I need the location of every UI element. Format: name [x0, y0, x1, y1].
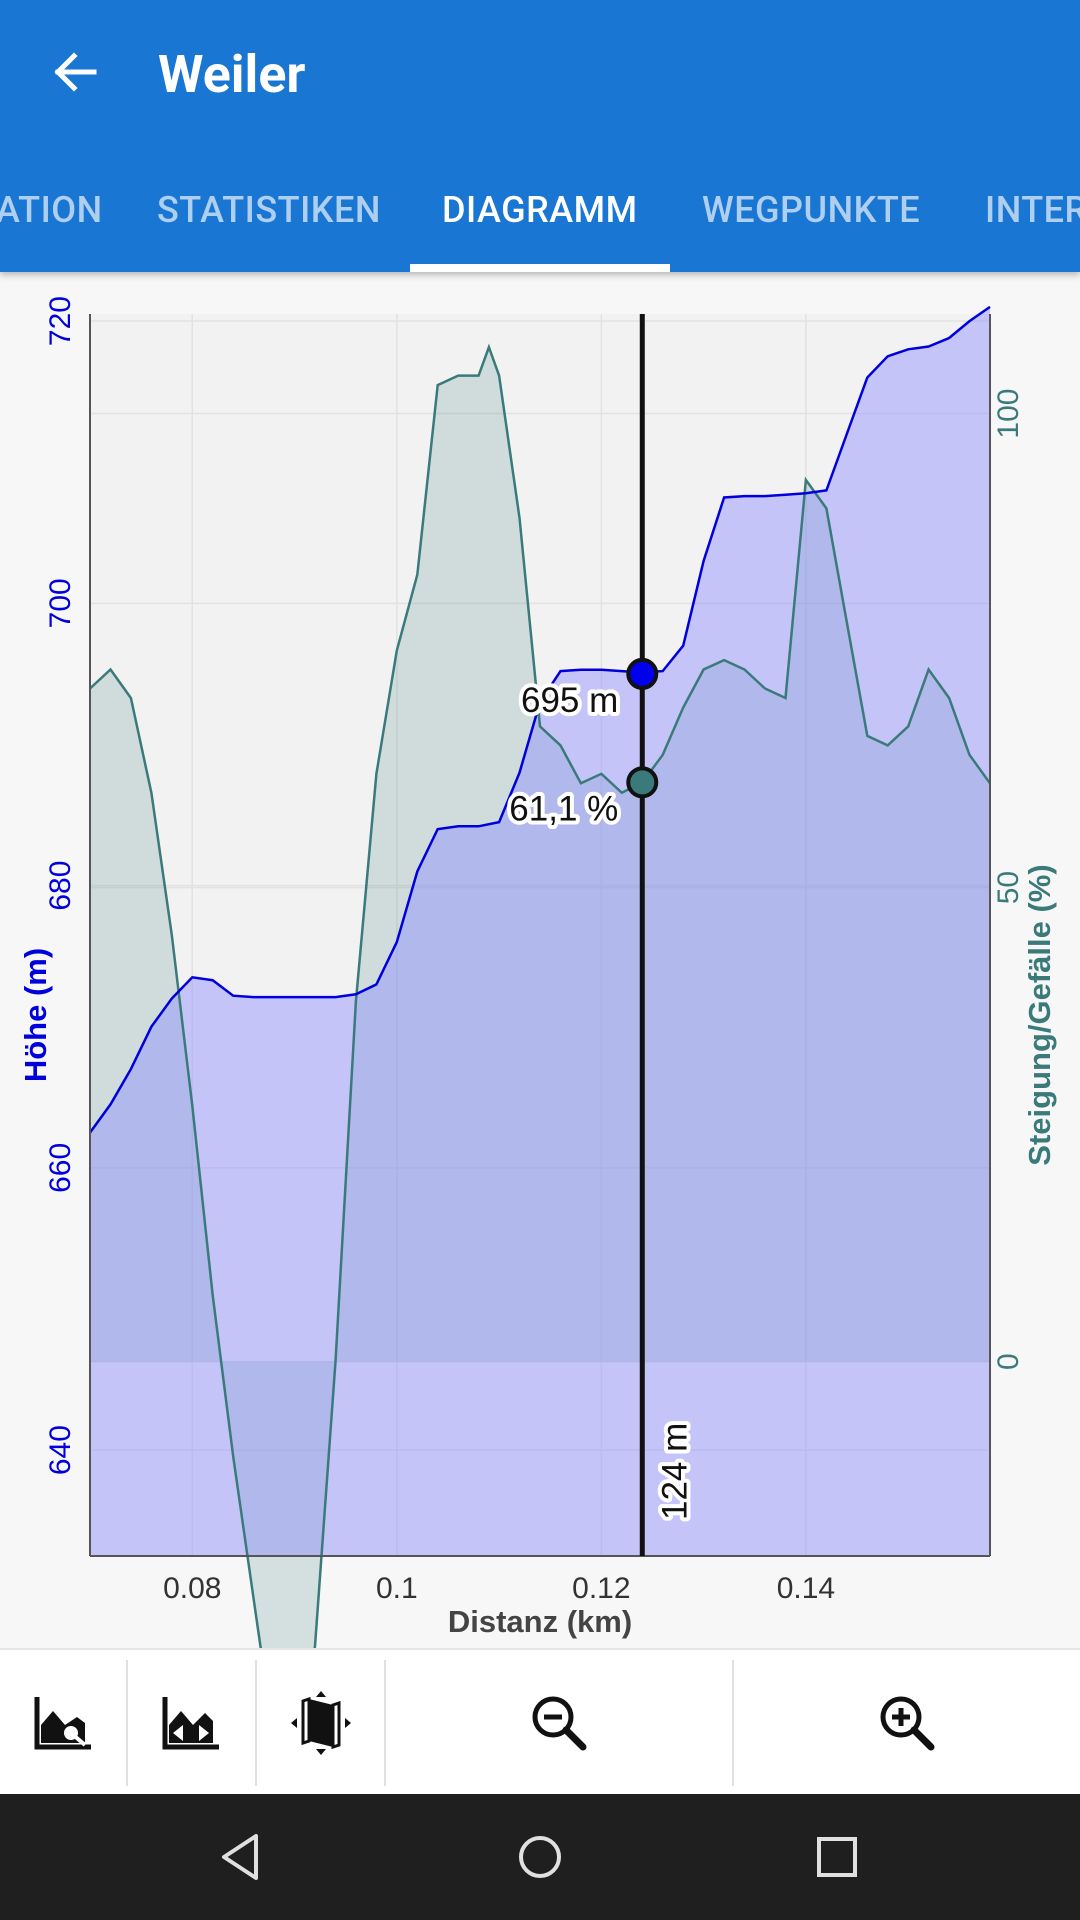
plot-background [90, 314, 990, 1556]
y-tick-label: 720 [44, 296, 77, 346]
zoom-out-icon [532, 1696, 587, 1751]
elevation-marker [626, 657, 659, 690]
slope-line [89, 343, 992, 1648]
map-view-button[interactable] [257, 1650, 385, 1796]
y2-tick-label: 50 [992, 871, 1025, 904]
chart-fit-icon [162, 1697, 219, 1750]
svg-text:695 m: 695 m [521, 681, 618, 720]
x-tick-label: 0.08 [163, 1572, 221, 1605]
y-axis-title: Höhe (m) [18, 948, 53, 1082]
tab-bar: ATION STATISTIKEN DIAGRAMM WEGPUNKTE INT… [0, 160, 1080, 272]
chart-toolbar [0, 1648, 1080, 1796]
back-arrow-icon[interactable] [38, 36, 110, 108]
nav-recents-icon[interactable] [802, 1822, 872, 1892]
x-tick-label: 0.12 [572, 1572, 630, 1605]
nav-home-icon[interactable] [505, 1822, 575, 1892]
slope-readout: 61,1 % [509, 789, 618, 828]
app-bar: Weiler ATION STATISTIKEN DIAGRAMM WEGPUN… [0, 0, 1080, 272]
tab-information[interactable]: ATION [0, 189, 103, 231]
map-view-icon [291, 1691, 351, 1755]
x-tick-label: 0.1 [376, 1572, 418, 1605]
distance-readout: 124 m [655, 1423, 694, 1520]
chart-fit-button[interactable] [128, 1650, 254, 1796]
svg-text:61,1 %: 61,1 % [509, 789, 618, 828]
elevation-area [90, 306, 990, 1556]
tab-waypoints[interactable]: WEGPUNKTE [702, 189, 921, 231]
chart-canvas: 0.08 0.1 0.12 0.14 640 660 680 700 720 0 50 100 Dist… [18, 296, 1057, 1648]
nav-back-icon[interactable] [206, 1822, 276, 1892]
zoom-out-button[interactable] [386, 1650, 732, 1796]
page-title: Weiler [158, 44, 306, 105]
chart-settings-button[interactable] [0, 1650, 126, 1796]
system-nav-bar [0, 1794, 1080, 1920]
tab-intervals[interactable]: INTER [985, 189, 1080, 231]
elevation-readout: 695 m [521, 681, 618, 720]
active-tab-indicator [410, 264, 670, 272]
zoom-in-icon [880, 1696, 935, 1751]
elevation-line [88, 305, 991, 1134]
elevation-chart[interactable]: 0.08 0.1 0.12 0.14 640 660 680 700 720 0 50 100 Dist… [0, 272, 1080, 1648]
y-tick-label: 680 [44, 861, 77, 911]
slope-area [90, 347, 990, 1648]
slope-marker [626, 766, 659, 799]
y-tick-label: 660 [44, 1143, 77, 1193]
chart-settings-icon [34, 1697, 91, 1750]
zoom-in-button[interactable] [734, 1650, 1080, 1796]
y2-axis-title: Steigung/Gefälle (%) [1022, 864, 1057, 1165]
svg-text:124 m: 124 m [655, 1423, 694, 1520]
y2-tick-label: 100 [992, 389, 1025, 439]
y2-tick-label: 0 [992, 1353, 1025, 1370]
tab-diagram[interactable]: DIAGRAMM [442, 189, 638, 231]
y-tick-label: 700 [44, 578, 77, 628]
y-tick-label: 640 [44, 1425, 77, 1475]
x-axis-title: Distanz (km) [448, 1604, 632, 1639]
x-tick-label: 0.14 [777, 1572, 835, 1605]
tab-statistics[interactable]: STATISTIKEN [157, 189, 381, 231]
